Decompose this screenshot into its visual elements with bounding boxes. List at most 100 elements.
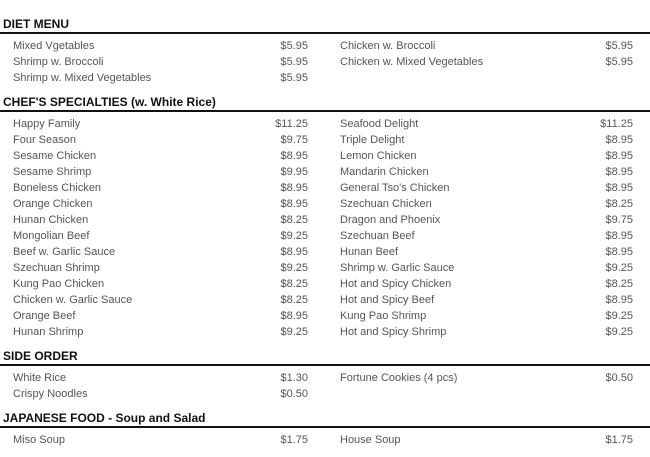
- item-price: $11.25: [275, 118, 308, 130]
- item-name: General Tso's Chicken: [340, 182, 450, 194]
- item-name: Chicken w. Mixed Vegetables: [340, 56, 484, 68]
- item-name: Orange Chicken: [13, 198, 93, 210]
- item-price: $5.95: [605, 56, 633, 68]
- table-row: Mixed Vgetables $5.95 Chicken w. Broccoli $…: [0, 38, 650, 54]
- item-price: $5.95: [280, 40, 308, 52]
- item-price: $1.75: [280, 434, 308, 446]
- item-name: Shrimp w. Garlic Sauce: [340, 262, 455, 274]
- table-row: Kung Pao Chicken $8.25 Hot and Spicy Chick…: [0, 276, 650, 292]
- item-price: $8.95: [280, 310, 308, 322]
- item-price: $8.25: [280, 294, 308, 306]
- item-name: Mandarin Chicken: [340, 166, 429, 178]
- item-list: Miso Soup $1.75 House Soup $1.75: [0, 428, 650, 448]
- item-name: White Rice: [13, 372, 67, 384]
- table-row: White Rice $1.30 Fortune Cookies (4 pcs) $0…: [0, 370, 650, 386]
- item-price: $8.95: [605, 294, 633, 306]
- item-name: Sesame Shrimp: [13, 166, 92, 178]
- item-name: Miso Soup: [13, 434, 65, 446]
- item-name: Lemon Chicken: [340, 150, 417, 162]
- item-name: Hunan Shrimp: [13, 326, 84, 338]
- item-name: Shrimp w. Broccoli: [13, 56, 104, 68]
- item-price: $9.25: [605, 326, 633, 338]
- item-name: Chicken w. Garlic Sauce: [13, 294, 133, 306]
- item-price: $9.25: [280, 326, 308, 338]
- item-price: $8.95: [280, 150, 308, 162]
- item-price: $9.25: [280, 262, 308, 274]
- table-row: Shrimp w. Broccoli $5.95 Chicken w. Mixed …: [0, 54, 650, 70]
- item-name: Hot and Spicy Shrimp: [340, 326, 447, 338]
- table-row: Four Season $9.75 Triple Delight $8.95: [0, 132, 650, 148]
- item-price: $0.50: [605, 372, 633, 384]
- item-name: Happy Family: [13, 118, 81, 130]
- item-price: $9.25: [605, 310, 633, 322]
- item-name: Kung Pao Chicken: [13, 278, 105, 290]
- menu: DIET MENU Mixed Vgetables $5.95 Chicken w. …: [0, 17, 650, 457]
- table-row: Crispy Noodles $0.50: [0, 386, 650, 402]
- item-name: Beef w. Garlic Sauce: [13, 246, 116, 258]
- menu-section: JAPANESE FOOD - Soup and Salad Miso Soup $…: [0, 411, 650, 448]
- item-name: Sesame Chicken: [13, 150, 97, 162]
- item-name: Hot and Spicy Beef: [340, 294, 435, 306]
- item-name: Dragon and Phoenix: [340, 214, 441, 226]
- item-price: $0.50: [280, 388, 308, 400]
- menu-section: DIET MENU Mixed Vgetables $5.95 Chicken w. …: [0, 17, 650, 86]
- table-row: Hunan Shrimp $9.25 Hot and Spicy Shrimp $9.…: [0, 324, 650, 340]
- item-price: $8.95: [605, 166, 633, 178]
- section-heading: JAPANESE FOOD - Soup and Salad: [0, 411, 650, 428]
- item-price: $8.95: [280, 182, 308, 194]
- item-price: $8.25: [280, 214, 308, 226]
- item-price: $9.75: [605, 214, 633, 226]
- item-price: $11.25: [600, 118, 633, 130]
- table-row: Sesame Chicken $8.95 Lemon Chicken $8.95: [0, 148, 650, 164]
- item-name: Szechuan Chicken: [340, 198, 432, 210]
- item-name: Seafood Delight: [340, 118, 419, 130]
- item-name: Hunan Beef: [340, 246, 399, 258]
- item-price: $8.95: [605, 134, 633, 146]
- item-price: $1.75: [605, 434, 633, 446]
- item-name: Shrimp w. Mixed Vegetables: [13, 72, 152, 84]
- item-price: $9.25: [605, 262, 633, 274]
- item-name: Hunan Chicken: [13, 214, 89, 226]
- table-row: Boneless Chicken $8.95 General Tso's Chick…: [0, 180, 650, 196]
- item-price: $1.30: [280, 372, 308, 384]
- item-price: $8.25: [280, 278, 308, 290]
- table-row: Beef w. Garlic Sauce $8.95 Hunan Beef $8.95: [0, 244, 650, 260]
- item-price: $8.95: [605, 150, 633, 162]
- table-row: Orange Chicken $8.95 Szechuan Chicken $8.25: [0, 196, 650, 212]
- item-price: $9.95: [280, 166, 308, 178]
- item-name: House Soup: [340, 434, 401, 446]
- item-price: $8.95: [605, 182, 633, 194]
- item-name: Mixed Vgetables: [13, 40, 95, 52]
- item-price: $8.95: [280, 246, 308, 258]
- item-price: $8.95: [605, 246, 633, 258]
- table-row: Chicken w. Garlic Sauce $8.25 Hot and Spic…: [0, 292, 650, 308]
- section-heading: SIDE ORDER: [0, 349, 650, 366]
- table-row: Miso Soup $1.75 House Soup $1.75: [0, 432, 650, 448]
- item-name: Chicken w. Broccoli: [340, 40, 436, 52]
- item-name: Orange Beef: [13, 310, 76, 322]
- item-name: Boneless Chicken: [13, 182, 102, 194]
- section-heading: DIET MENU: [0, 17, 650, 34]
- item-price: $8.25: [605, 278, 633, 290]
- item-list: Happy Family $11.25 Seafood Delight $11.25 F…: [0, 112, 650, 340]
- item-name: Hot and Spicy Chicken: [340, 278, 452, 290]
- item-price: $8.95: [280, 198, 308, 210]
- menu-section: CHEF'S SPECIALTIES (w. White Rice) Happy …: [0, 95, 650, 340]
- item-list: Mixed Vgetables $5.95 Chicken w. Broccoli $…: [0, 34, 650, 86]
- table-row: Hunan Chicken $8.25 Dragon and Phoenix $9.7…: [0, 212, 650, 228]
- menu-section: SIDE ORDER White Rice $1.30 Fortune Cookies…: [0, 349, 650, 402]
- item-price: $5.95: [280, 72, 308, 84]
- table-row: Happy Family $11.25 Seafood Delight $11.25: [0, 116, 650, 132]
- table-row: Sesame Shrimp $9.95 Mandarin Chicken $8.95: [0, 164, 650, 180]
- item-name: Crispy Noodles: [13, 388, 88, 400]
- item-price: $5.95: [605, 40, 633, 52]
- table-row: Orange Beef $8.95 Kung Pao Shrimp $9.25: [0, 308, 650, 324]
- item-name: Fortune Cookies (4 pcs): [340, 372, 458, 384]
- table-row: Szechuan Shrimp $9.25 Shrimp w. Garlic Sau…: [0, 260, 650, 276]
- item-price: $8.25: [605, 198, 633, 210]
- item-list: White Rice $1.30 Fortune Cookies (4 pcs) $0…: [0, 366, 650, 402]
- item-name: Mongolian Beef: [13, 230, 90, 242]
- item-name: Four Season: [13, 134, 76, 146]
- item-price: $5.95: [280, 56, 308, 68]
- section-heading: CHEF'S SPECIALTIES (w. White Rice): [0, 95, 650, 112]
